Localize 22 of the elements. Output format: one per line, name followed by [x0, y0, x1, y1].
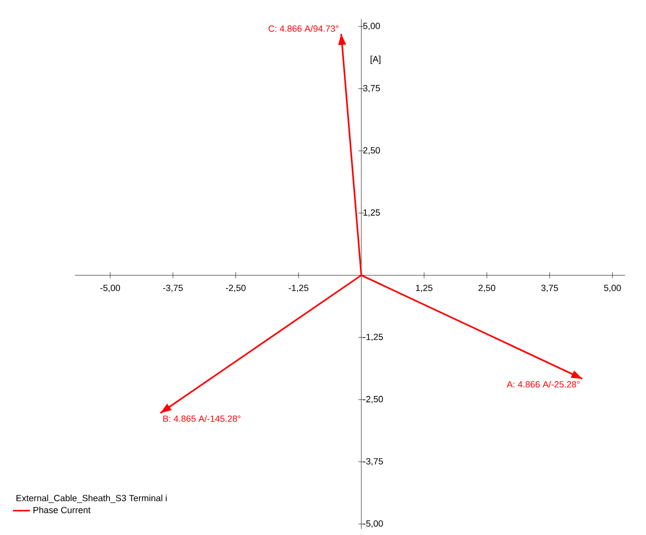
y-axis-title: [A]	[370, 56, 380, 64]
y-tick-label: 5,00	[363, 22, 380, 30]
x-tick-label: -2,50	[226, 284, 246, 292]
annotation: A: 4.866 A/-25.28°	[506, 380, 580, 388]
x-tick-label: 3,75	[541, 284, 558, 292]
y-tick-label: -5,00	[363, 520, 383, 528]
y-tick-label: -1,25	[363, 334, 383, 342]
legend-title: External_Cable_Sheath_S3 Terminal i	[16, 494, 167, 503]
annotation: B: 4.865 A/-145.28°	[163, 415, 240, 422]
x-tick-label: 1,25	[416, 284, 432, 292]
x-tick-label: 5,00	[604, 284, 621, 292]
y-tick-label: 1,25	[364, 209, 380, 217]
y-tick-label: -3,75	[363, 458, 383, 466]
x-tick-label: -5,00	[100, 284, 120, 292]
y-tick-label: 2,50	[363, 147, 380, 155]
y-tick-label: 3,75	[363, 84, 380, 92]
y-tick-label: -2,50	[363, 396, 383, 404]
x-tick-label: -3,75	[163, 284, 183, 292]
annotation: C: 4.866 A/94.73°	[268, 25, 338, 32]
x-tick-label: 2,50	[478, 284, 496, 292]
legend-label: Phase Current	[34, 506, 91, 514]
x-tick-label: -1,25	[288, 284, 308, 292]
